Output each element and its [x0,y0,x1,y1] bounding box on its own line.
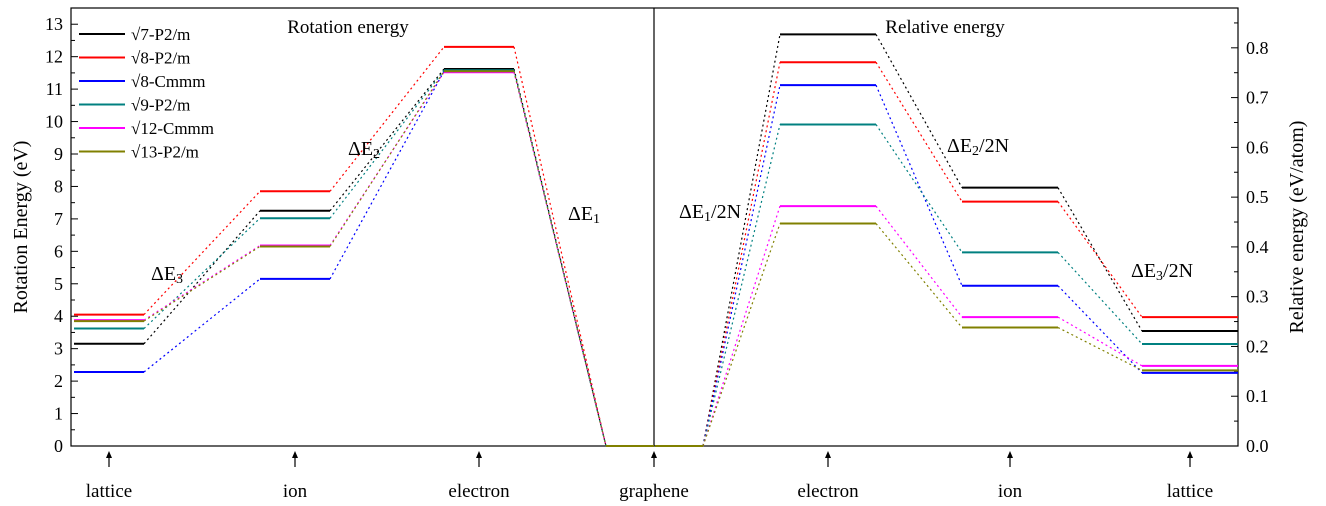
delta-symbol: ΔE [348,138,373,160]
connector-√12-Cmmm [1057,316,1143,367]
right-delta-label: ΔE3/2N [1131,260,1193,284]
delta-symbol: ΔE [568,203,593,225]
connector-√9-P2/m [143,217,261,329]
right-tick-label: 0.4 [1246,237,1269,257]
delta-subscript: 2 [972,144,979,159]
legend-label: √13-P2/m [131,143,199,162]
connector-√8-P2/m [329,46,445,192]
x-category-label: electron [448,481,510,502]
right-tick-label: 0.5 [1246,187,1269,207]
connector-√8-Cmmm [329,70,445,280]
left-tick-label: 5 [54,274,63,294]
connector-√13-P2/m [1057,327,1143,371]
left-tick-label: 12 [45,47,63,67]
left-tick-label: 6 [54,241,63,261]
connector-√9-P2/m [875,124,963,253]
delta-symbol: ΔE [947,135,972,157]
left-tick-label: 13 [45,14,63,34]
left-delta-label: ΔE3 [151,263,183,287]
connector-√8-P2/m [875,61,963,202]
delta-subscript: 2 [373,147,380,162]
connector-√13-P2/m [702,223,781,447]
x-arrow-head [292,451,298,458]
connector-√12-Cmmm [702,205,781,447]
delta-subscript: 1 [593,212,600,227]
right-tick-label: 0.1 [1246,386,1269,406]
right-panel-title: Relative energy [885,17,1005,38]
legend-label: √12-Cmmm [131,119,214,138]
connector-√12-Cmmm [875,205,963,318]
delta-suffix: /2N [1163,260,1193,282]
left-tick-label: 7 [54,209,63,229]
right-delta-label: ΔE1/2N [679,201,741,225]
x-category-label: graphene [619,481,689,502]
x-arrow-head [476,451,482,458]
right-axis-title: Relative energy (eV/atom) [1286,121,1308,334]
left-axis-title: Rotation Energy (eV) [10,141,32,314]
right-tick-label: 0.6 [1246,137,1269,157]
delta-suffix: /2N [979,135,1009,157]
left-delta-label: ΔE1 [568,203,600,227]
connector-√9-P2/m [1057,251,1143,345]
right-delta-label: ΔE2/2N [947,135,1009,159]
delta-subscript: 3 [1156,269,1163,284]
left-tick-label: 2 [54,371,63,391]
legend-label: √8-P2/m [131,49,190,68]
connector-√8-P2/m [143,190,261,316]
left-delta-label: ΔE2 [348,138,380,162]
left-tick-label: 4 [54,306,63,326]
connector-√8-P2/m [513,46,607,447]
connector-√8-Cmmm [143,278,261,373]
x-arrow-head [1007,451,1013,458]
x-category-label: ion [283,481,308,502]
connector-√8-P2/m [702,62,781,447]
right-tick-label: 0.8 [1246,38,1269,58]
x-arrow-head [1187,451,1193,458]
left-panel-title: Rotation energy [287,17,409,38]
x-arrow-head [825,451,831,458]
connector-√9-P2/m [329,69,445,219]
x-arrow-head [106,451,112,458]
x-category-label: lattice [1167,481,1213,502]
connector-√8-Cmmm [875,84,963,286]
connector-√8-Cmmm [702,85,781,447]
legend-label: √8-Cmmm [131,72,206,91]
right-tick-label: 0.3 [1246,287,1269,307]
connector-√8-P2/m [1057,201,1143,318]
x-category-label: ion [998,481,1023,502]
right-tick-label: 0.7 [1246,88,1269,108]
left-tick-label: 3 [54,339,63,359]
connector-√9-P2/m [702,124,781,447]
left-tick-label: 9 [54,144,63,164]
delta-suffix: /2N [711,201,741,223]
delta-symbol: ΔE [151,263,176,285]
left-tick-label: 10 [45,112,63,132]
legend-label: √7-P2/m [131,25,190,44]
delta-symbol: ΔE [1131,260,1156,282]
left-tick-label: 1 [54,404,63,424]
delta-symbol: ΔE [679,201,704,223]
connector-√13-P2/m [513,71,607,447]
left-tick-label: 11 [46,79,63,99]
left-tick-label: 0 [54,436,63,456]
delta-subscript: 3 [176,272,183,287]
x-arrow-head [651,451,657,458]
right-tick-label: 0.0 [1246,436,1269,456]
delta-subscript: 1 [704,210,711,225]
connector-√7-P2/m [875,34,963,188]
x-category-label: lattice [86,481,132,502]
left-tick-label: 8 [54,176,63,196]
right-tick-label: 0.2 [1246,336,1269,356]
legend-label: √9-P2/m [131,96,190,115]
connector-√7-P2/m [329,68,445,212]
connector-√13-P2/m [875,223,963,328]
x-category-label: electron [797,481,859,502]
